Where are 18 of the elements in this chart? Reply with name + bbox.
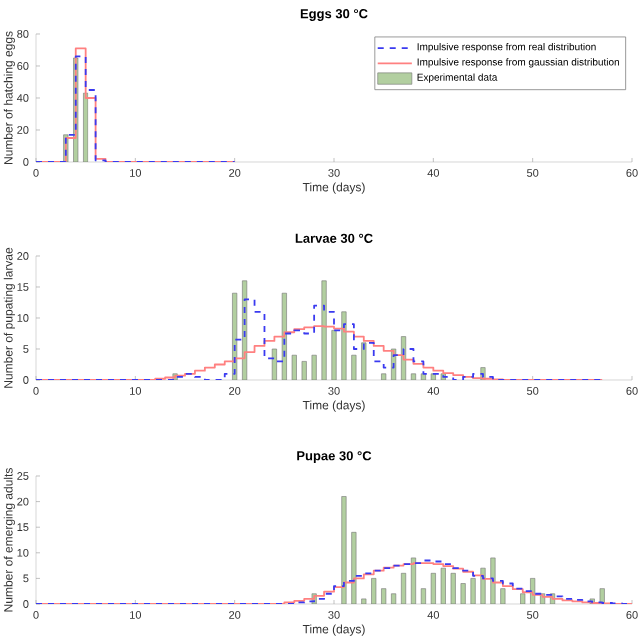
bar — [381, 588, 387, 604]
bar — [440, 567, 446, 604]
bar — [361, 598, 367, 604]
bar — [520, 593, 526, 604]
bar — [420, 588, 426, 604]
bar — [470, 578, 476, 604]
bar — [341, 496, 347, 604]
bar — [83, 92, 89, 162]
bar — [351, 532, 357, 604]
bar — [410, 557, 417, 604]
bar — [490, 557, 496, 604]
bar — [401, 572, 407, 604]
bar — [371, 578, 377, 604]
bar — [450, 572, 456, 604]
bar — [391, 593, 397, 604]
bar — [460, 583, 466, 604]
bar — [430, 572, 436, 604]
bar — [500, 588, 506, 604]
